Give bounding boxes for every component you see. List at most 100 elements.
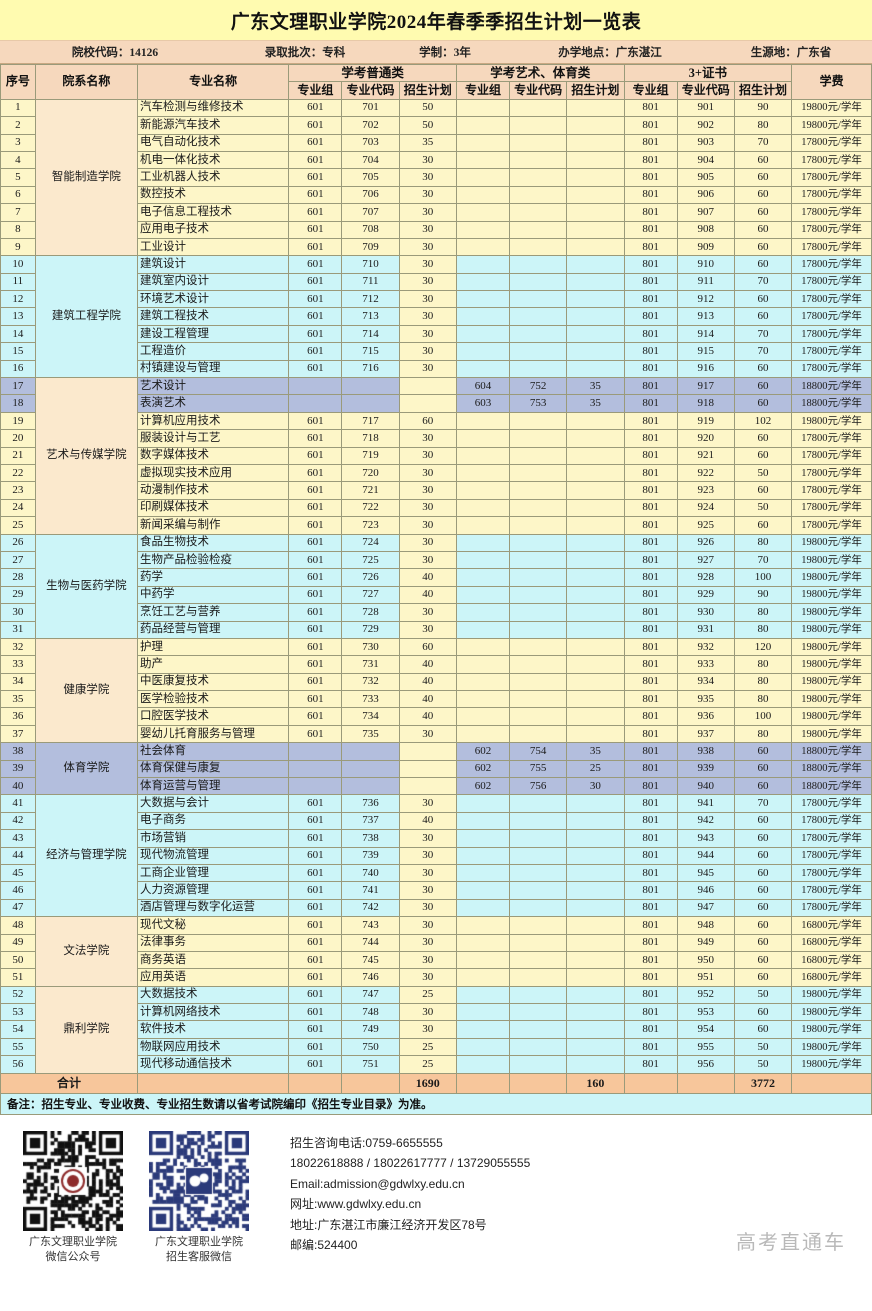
artpe-group xyxy=(455,829,511,848)
cert-code: 933 xyxy=(676,655,735,674)
common-code: 714 xyxy=(341,324,400,344)
header-cert-plan: 招生计划 xyxy=(733,81,793,100)
artpe-group xyxy=(455,1055,511,1074)
artpe-group xyxy=(455,811,511,831)
table-row: 45 工商企业管理 601 740 30 801 945 60 17800元/学年 xyxy=(0,863,872,883)
cert-group: 801 xyxy=(623,1003,678,1022)
cert-group: 801 xyxy=(623,794,678,813)
header-cert-group: 专业组 xyxy=(623,81,678,100)
common-plan: 30 xyxy=(398,150,457,170)
common-code: 729 xyxy=(341,620,400,639)
cert-code: 954 xyxy=(676,1020,735,1039)
qr2-caption-line1: 广东文理职业学院 xyxy=(155,1235,243,1248)
artpe-group xyxy=(455,150,511,170)
tuition-fee: 16800元/学年 xyxy=(791,916,872,935)
cert-plan: 90 xyxy=(733,585,793,605)
common-plan: 30 xyxy=(398,603,457,622)
common-code: 722 xyxy=(341,498,400,518)
major-name: 工商企业管理 xyxy=(136,863,290,883)
common-plan: 30 xyxy=(398,968,457,987)
artpe-code xyxy=(509,585,568,605)
artpe-code xyxy=(509,290,568,309)
table-row: 12 环境艺术设计 601 712 30 801 912 60 17800元/学年 xyxy=(0,290,872,309)
header-fee: 学费 xyxy=(791,64,872,100)
info-location: 办学地点：广东湛江 xyxy=(558,47,662,59)
cert-code: 918 xyxy=(676,394,735,413)
tuition-fee: 16800元/学年 xyxy=(791,968,872,987)
cert-plan: 70 xyxy=(733,342,793,361)
total-spacer-zg xyxy=(623,1072,678,1094)
tuition-fee: 19800元/学年 xyxy=(791,603,872,622)
header-common-code: 专业代码 xyxy=(341,81,400,100)
artpe-group: 602 xyxy=(455,777,511,796)
cert-group: 801 xyxy=(623,672,678,692)
common-plan: 30 xyxy=(398,272,457,292)
cert-code: 907 xyxy=(676,203,735,222)
artpe-plan xyxy=(566,863,625,883)
cert-plan: 60 xyxy=(733,481,793,500)
artpe-code xyxy=(509,446,568,465)
cert-plan: 60 xyxy=(733,359,793,379)
tuition-fee: 19800元/学年 xyxy=(791,985,872,1005)
cert-code: 901 xyxy=(676,98,735,118)
major-name: 助产 xyxy=(136,655,290,674)
cert-group: 801 xyxy=(623,255,678,274)
artpe-plan xyxy=(566,1020,625,1039)
artpe-code xyxy=(509,98,568,118)
cert-group: 801 xyxy=(623,98,678,118)
common-plan: 30 xyxy=(398,550,457,570)
row-no: 17 xyxy=(0,377,36,396)
cert-plan: 100 xyxy=(733,707,793,726)
table-row: 2 新能源汽车技术 601 702 50 801 902 80 19800元/学年 xyxy=(0,116,872,135)
table-row: 55 物联网应用技术 601 750 25 801 955 50 19800元/学年 xyxy=(0,1037,872,1057)
common-plan xyxy=(398,777,457,796)
cert-group: 801 xyxy=(623,1055,678,1074)
row-no: 33 xyxy=(0,655,36,674)
common-code: 750 xyxy=(341,1037,400,1057)
common-plan: 30 xyxy=(398,429,457,448)
major-name: 医学检验技术 xyxy=(136,690,290,709)
cert-group: 801 xyxy=(623,950,678,970)
common-code xyxy=(341,377,400,396)
major-name: 服装设计与工艺 xyxy=(136,429,290,448)
cert-code: 915 xyxy=(676,342,735,361)
admission-plan-table: 序号 院系名称 专业名称 学考普通类 学考艺术、体育类 3+证书 学费 专业组 … xyxy=(0,63,872,1094)
common-plan: 30 xyxy=(398,481,457,500)
common-code: 731 xyxy=(341,655,400,674)
major-name: 电子商务 xyxy=(136,811,290,831)
common-group: 601 xyxy=(288,724,343,744)
cert-plan: 60 xyxy=(733,446,793,465)
common-code: 710 xyxy=(341,255,400,274)
common-code: 748 xyxy=(341,1003,400,1022)
major-name: 物联网应用技术 xyxy=(136,1037,290,1057)
row-no: 29 xyxy=(0,585,36,605)
major-name: 生物产品检验检疫 xyxy=(136,550,290,570)
artpe-code xyxy=(509,324,568,344)
cert-code: 924 xyxy=(676,498,735,518)
cert-plan: 80 xyxy=(733,533,793,552)
header-artpe-plan: 招生计划 xyxy=(566,81,625,100)
artpe-group xyxy=(455,481,511,500)
footer-section: 广东文理职业学院 微信公众号 广东文理职业学院 招生客服微信 招生咨询电话:07… xyxy=(0,1114,872,1271)
common-group: 601 xyxy=(288,950,343,970)
row-no: 15 xyxy=(0,342,36,361)
common-code: 720 xyxy=(341,463,400,483)
common-code: 738 xyxy=(341,829,400,848)
common-group: 601 xyxy=(288,637,343,657)
total-spacer-major xyxy=(136,1072,290,1094)
table-row: 15 工程造价 601 715 30 801 915 70 17800元/学年 xyxy=(0,342,872,361)
cert-group: 801 xyxy=(623,272,678,292)
cert-code: 939 xyxy=(676,759,735,779)
table-row: 16 村镇建设与管理 601 716 30 801 916 60 17800元/学年 xyxy=(0,359,872,379)
common-plan: 30 xyxy=(398,203,457,222)
tuition-fee: 17800元/学年 xyxy=(791,446,872,465)
tuition-fee: 18800元/学年 xyxy=(791,742,872,761)
common-group: 601 xyxy=(288,620,343,639)
total-cert-plan: 3772 xyxy=(733,1072,793,1094)
tuition-fee: 17800元/学年 xyxy=(791,811,872,831)
row-no: 51 xyxy=(0,968,36,987)
row-no: 49 xyxy=(0,933,36,952)
common-plan: 25 xyxy=(398,1037,457,1057)
table-row: 37 婴幼儿托育服务与管理 601 735 30 801 937 80 19800元/学年 xyxy=(0,724,872,744)
artpe-code xyxy=(509,1055,568,1074)
